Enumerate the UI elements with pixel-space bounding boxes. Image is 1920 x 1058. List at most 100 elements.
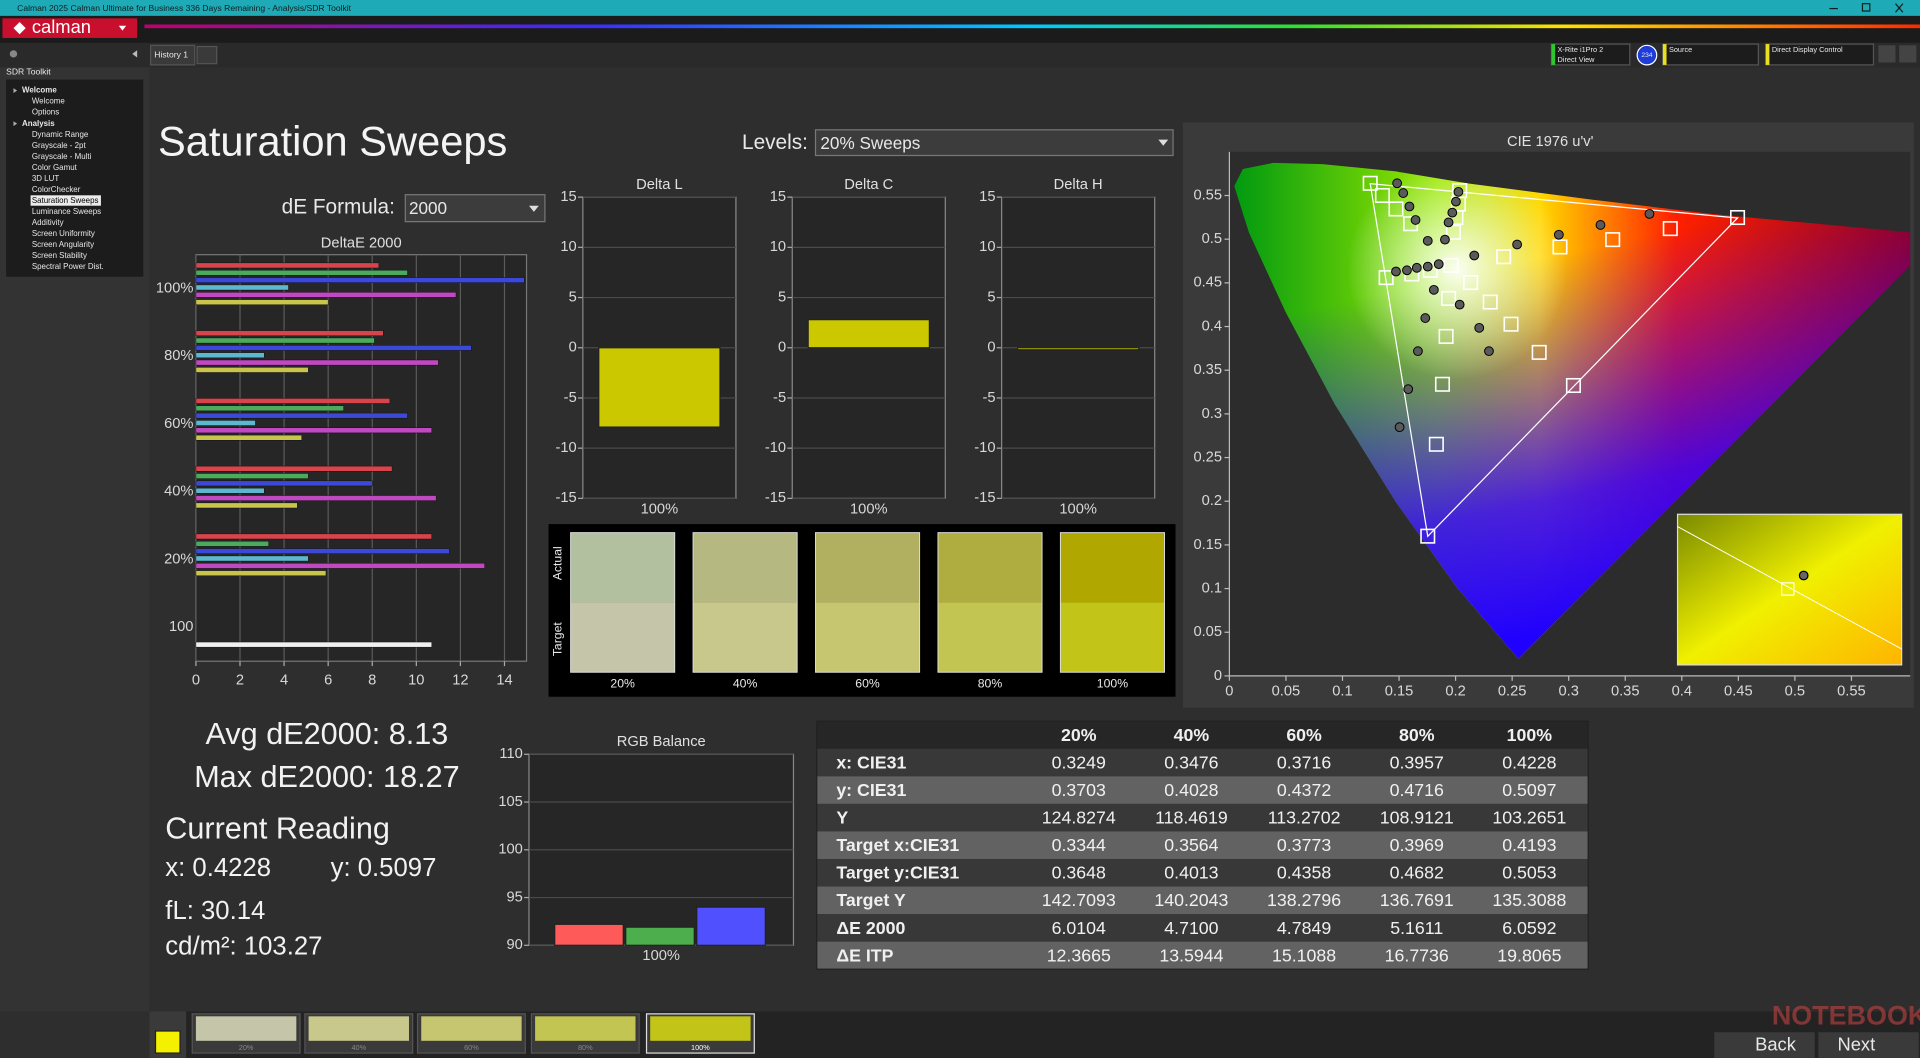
settings-button[interactable] <box>1878 45 1896 63</box>
page-title: Saturation Sweeps <box>158 117 507 164</box>
bar <box>696 906 766 946</box>
table-row <box>816 914 1589 942</box>
tree-item[interactable]: Grayscale - 2pt <box>32 141 87 150</box>
next-button[interactable] <box>1818 1032 1919 1058</box>
logo-button[interactable] <box>2 18 138 38</box>
y-tick-label: 0.15 <box>1193 537 1222 553</box>
bar <box>195 548 450 554</box>
cell: 138.2796 <box>1267 890 1341 910</box>
tree-item[interactable]: Saturation Sweeps <box>32 196 99 205</box>
thumbnail-color <box>195 1016 297 1041</box>
tree-group[interactable]: Analysis <box>22 119 55 128</box>
bar <box>195 269 408 276</box>
y-tick-label: -5 <box>564 390 577 406</box>
formula-dropdown[interactable] <box>404 194 546 223</box>
collapse-icon[interactable] <box>132 50 138 58</box>
measured-point <box>1428 284 1439 295</box>
target-point <box>1482 294 1498 310</box>
column-header: 20% <box>1061 725 1097 745</box>
y-tick-label: -5 <box>982 390 995 406</box>
tree-item[interactable]: ColorChecker <box>32 185 81 194</box>
chart-title: CIE 1976 u'v' <box>1507 134 1594 150</box>
thumbnail-color <box>308 1016 409 1041</box>
chart-title: Delta H <box>1054 177 1103 193</box>
cell: 4.7100 <box>1164 918 1218 938</box>
target-point <box>1463 274 1479 291</box>
history-tab[interactable] <box>150 44 196 66</box>
bar <box>195 641 433 648</box>
tree-item[interactable]: Screen Angularity <box>32 240 94 249</box>
tree-item[interactable]: 3D LUT <box>32 174 59 183</box>
measured-point <box>1391 266 1401 277</box>
bar <box>195 284 289 291</box>
table-border <box>816 720 1589 970</box>
bar <box>195 487 265 494</box>
swatch-label: 60% <box>855 677 880 691</box>
table-header <box>816 721 1589 749</box>
cell: 0.4193 <box>1502 835 1556 855</box>
tree-item[interactable]: Additivity <box>32 218 64 227</box>
tree-item[interactable]: Spectral Power Dist. <box>32 262 104 271</box>
bar <box>195 563 485 569</box>
y-tick-label: 0 <box>569 340 577 356</box>
tree-item[interactable]: Welcome <box>32 97 66 106</box>
table-row <box>816 803 1589 832</box>
table-row <box>816 776 1589 804</box>
sidebar-title: SDR Toolkit <box>6 67 51 77</box>
table-row <box>816 886 1589 915</box>
back-button[interactable] <box>1714 1032 1815 1058</box>
cell: 0.3716 <box>1277 752 1331 772</box>
tree-selection <box>30 195 101 206</box>
tree-item[interactable]: Screen Stability <box>32 251 87 260</box>
tree-item[interactable]: Grayscale - Multi <box>32 152 92 161</box>
bar <box>195 352 265 359</box>
y-tick-label: 0.25 <box>1193 449 1222 465</box>
tree-arrow <box>13 121 18 127</box>
tree-item[interactable]: Options <box>32 108 59 117</box>
thumbnail-color <box>650 1016 751 1041</box>
y-tick-label: 0.55 <box>1193 187 1222 203</box>
x-tick-label: 0.55 <box>1837 684 1866 700</box>
bar <box>195 570 327 577</box>
tree-item[interactable]: Screen Uniformity <box>32 229 95 238</box>
tree-item[interactable]: Dynamic Range <box>32 130 89 139</box>
meter-badge[interactable] <box>1636 44 1658 66</box>
x-tick-label: 0.1 <box>1332 684 1352 700</box>
tree-item[interactable]: Luminance Sweeps <box>32 207 101 216</box>
bar <box>195 277 525 283</box>
plot-area <box>195 254 528 662</box>
bar <box>195 359 439 366</box>
row-label: Actual <box>551 546 565 580</box>
source-status <box>1662 44 1667 65</box>
pin-icon[interactable] <box>9 50 18 58</box>
max-de: Max dE2000: 18.27 <box>194 760 459 794</box>
bar <box>1016 347 1140 351</box>
add-tab[interactable] <box>196 45 218 65</box>
levels-value: 20% Sweeps <box>820 133 920 153</box>
x-tick-label: 0.25 <box>1498 684 1527 700</box>
measured-point <box>1453 186 1464 197</box>
measured-point <box>1447 207 1458 218</box>
x-tick-label: 100% <box>850 501 888 517</box>
options-button[interactable] <box>1899 45 1917 63</box>
cell: 0.3773 <box>1277 835 1331 855</box>
cell: 0.4682 <box>1390 863 1444 883</box>
cell: 19.8065 <box>1497 945 1561 965</box>
cell: 4.7849 <box>1277 918 1331 938</box>
current-swatch <box>154 1030 181 1054</box>
avg-de: Avg dE2000: 8.13 <box>206 717 449 751</box>
y-tick-label: -5 <box>773 390 786 406</box>
levels-dropdown[interactable] <box>814 129 1174 157</box>
bar <box>195 330 384 337</box>
bar <box>195 367 309 373</box>
tree-group[interactable]: Welcome <box>22 86 57 95</box>
chart-title: DeltaE 2000 <box>321 236 402 252</box>
cell: 0.5053 <box>1502 863 1556 883</box>
thumbnail-color <box>421 1016 522 1041</box>
swatch-border <box>937 532 1043 673</box>
tree-item[interactable]: Color Gamut <box>32 163 78 172</box>
y-tick-label: 15 <box>770 189 786 205</box>
window-controls[interactable] <box>1829 3 1904 13</box>
x-tick-label: 0.05 <box>1272 684 1301 700</box>
